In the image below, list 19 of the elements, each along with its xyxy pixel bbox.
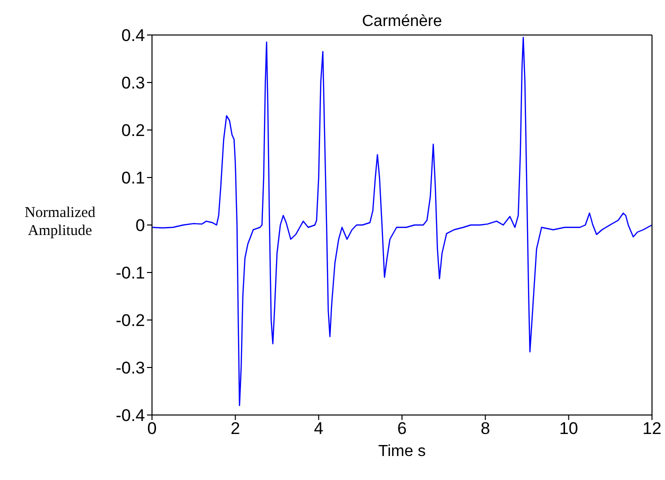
y-tick-label: 0.1 (121, 168, 145, 188)
x-tick-label: 12 (642, 419, 662, 438)
x-tick-label: 2 (230, 419, 240, 438)
y-tick-label: 0.2 (121, 121, 145, 140)
y-tick-label: -0.3 (116, 358, 145, 378)
y-tick-label: 0 (136, 216, 145, 236)
x-tick-label: 4 (314, 419, 324, 438)
y-tick-label: -0.2 (116, 311, 145, 330)
x-tick-label: 0 (147, 419, 157, 438)
y-tick-label: 0.3 (121, 74, 145, 93)
x-tick-label: 8 (480, 419, 490, 438)
x-axis-title: Time s (378, 443, 426, 460)
y-axis-title: Normalized Amplitude (24, 205, 96, 239)
y-tick-label: -0.4 (116, 406, 145, 426)
x-tick-label: 6 (397, 419, 407, 438)
x-tick-label: 10 (559, 419, 578, 438)
y-tick-label: 0.4 (121, 26, 145, 46)
y-tick-label: -0.1 (116, 264, 145, 283)
chart-title: Carménère (362, 13, 442, 30)
